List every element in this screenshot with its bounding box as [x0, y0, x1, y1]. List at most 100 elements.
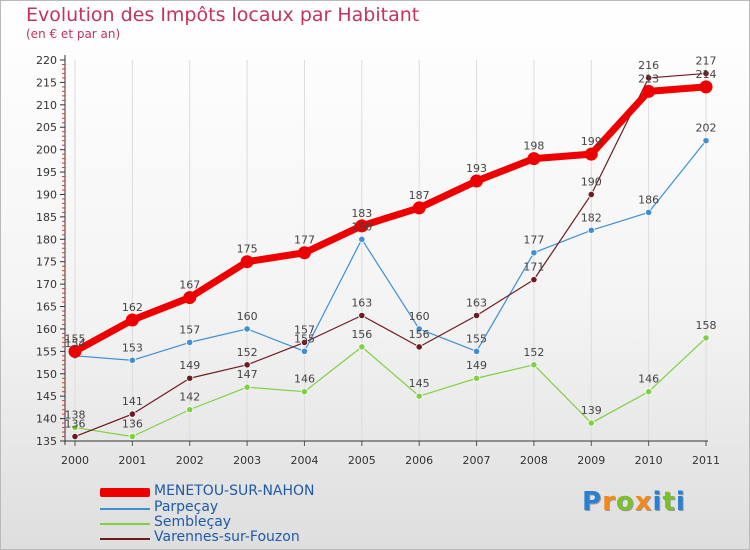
series-line-menetou-sur-nahon — [71, 83, 710, 355]
logo-letter: x — [634, 487, 653, 517]
data-point — [358, 235, 366, 243]
data-label: 187 — [409, 189, 430, 202]
data-point — [125, 313, 139, 327]
data-label: 177 — [523, 234, 544, 247]
data-point — [702, 137, 710, 145]
data-label: 180 — [351, 220, 372, 233]
data-label: 160 — [237, 310, 258, 323]
data-label: 154 — [65, 337, 86, 350]
data-point — [587, 226, 595, 234]
y-tick-label: 150 — [36, 368, 57, 381]
data-point — [702, 334, 710, 342]
data-point — [186, 406, 194, 414]
data-point — [415, 325, 423, 333]
data-point — [472, 347, 481, 355]
data-point — [297, 246, 311, 260]
data-label: 157 — [179, 323, 200, 336]
y-tick-label: 185 — [36, 211, 57, 224]
data-point — [645, 74, 653, 82]
y-tick-label: 135 — [36, 435, 57, 448]
x-tick-label: 2011 — [692, 454, 720, 467]
data-point — [300, 347, 309, 355]
legend-item-menetou: MENETOU-SUR-NAHON — [100, 483, 360, 501]
data-label: 213 — [638, 72, 659, 85]
data-point — [530, 276, 538, 284]
data-label: 155 — [294, 332, 315, 345]
legend-label: Sembleçay — [154, 514, 232, 530]
data-label: 175 — [237, 243, 258, 256]
data-label: 152 — [523, 346, 544, 359]
grid-lines — [74, 60, 707, 441]
data-point — [128, 432, 136, 441]
x-tick-label: 2005 — [348, 454, 376, 467]
x-tick-label: 2006 — [405, 454, 433, 467]
data-label: 157 — [294, 323, 315, 336]
x-tick-label: 2008 — [520, 454, 548, 467]
data-point — [68, 344, 82, 358]
y-tick-label: 190 — [36, 188, 57, 201]
data-point — [587, 419, 595, 427]
logo-letter: t — [662, 487, 676, 517]
data-point — [71, 432, 79, 441]
y-tick-label: 175 — [36, 256, 57, 269]
data-point — [300, 338, 309, 346]
data-label: 149 — [179, 359, 200, 372]
chart-subtitle: (en € et par an) — [26, 27, 121, 41]
data-point — [642, 84, 656, 98]
logo-letter: r — [602, 487, 616, 517]
y-tick-label: 180 — [36, 233, 57, 246]
legend-item-semblecay: Sembleçay — [100, 514, 360, 532]
data-label: 186 — [638, 193, 659, 206]
data-point — [584, 147, 598, 161]
data-label: 163 — [466, 296, 487, 309]
data-point — [472, 311, 481, 320]
data-point — [470, 174, 484, 188]
y-tick-label: 160 — [36, 323, 57, 336]
data-label: 162 — [122, 301, 143, 314]
data-label: 145 — [409, 377, 430, 390]
y-tick-label: 220 — [36, 54, 57, 67]
data-point — [128, 356, 136, 364]
data-label: 146 — [294, 373, 315, 386]
chart-title: Evolution des Impôts locaux par Habitant — [26, 4, 420, 26]
data-point — [186, 374, 194, 382]
series-line-semble-ay — [74, 337, 707, 438]
series-line-parpe-ay — [74, 140, 707, 361]
data-label: 190 — [581, 175, 602, 188]
data-point — [472, 374, 481, 382]
data-labels: 154 1531571601551801601551771821862021381… — [65, 54, 717, 430]
data-point — [358, 311, 366, 320]
data-label: 214 — [696, 68, 717, 81]
legend-label: Varennes-sur-Fouzon — [154, 529, 300, 545]
legend-item-varennes: Varennes-sur-Fouzon — [100, 529, 360, 547]
data-point — [243, 325, 251, 333]
logo-letter: P — [582, 487, 603, 517]
data-point — [412, 201, 426, 215]
data-label: 171 — [523, 261, 544, 274]
data-label: 153 — [122, 341, 143, 354]
x-tick-label: 2009 — [577, 454, 605, 467]
legend-swatch — [100, 508, 150, 510]
x-tick-label: 2010 — [635, 454, 663, 467]
data-label: 142 — [179, 391, 200, 404]
data-point — [587, 190, 595, 199]
data-label: 139 — [581, 404, 602, 417]
x-tick-label: 2003 — [233, 454, 261, 467]
data-point — [300, 388, 309, 396]
y-tick-label: 145 — [36, 390, 57, 403]
data-point — [699, 80, 713, 94]
data-label: 217 — [696, 54, 717, 67]
series-line-varennes-sur-fouzon — [74, 72, 707, 438]
legend-item-parpecay: Parpeçay — [100, 499, 360, 517]
y-tick-label: 200 — [36, 144, 57, 157]
data-label: 160 — [409, 310, 430, 323]
legend-swatch — [100, 488, 150, 497]
data-label: 158 — [696, 319, 717, 332]
data-point — [702, 69, 710, 78]
y-tick-label: 165 — [36, 301, 57, 314]
x-tick-label: 2002 — [176, 454, 204, 467]
y-tick-label: 215 — [36, 76, 57, 89]
data-label: 167 — [179, 279, 200, 292]
data-label: 193 — [466, 162, 487, 175]
data-point — [240, 255, 254, 269]
